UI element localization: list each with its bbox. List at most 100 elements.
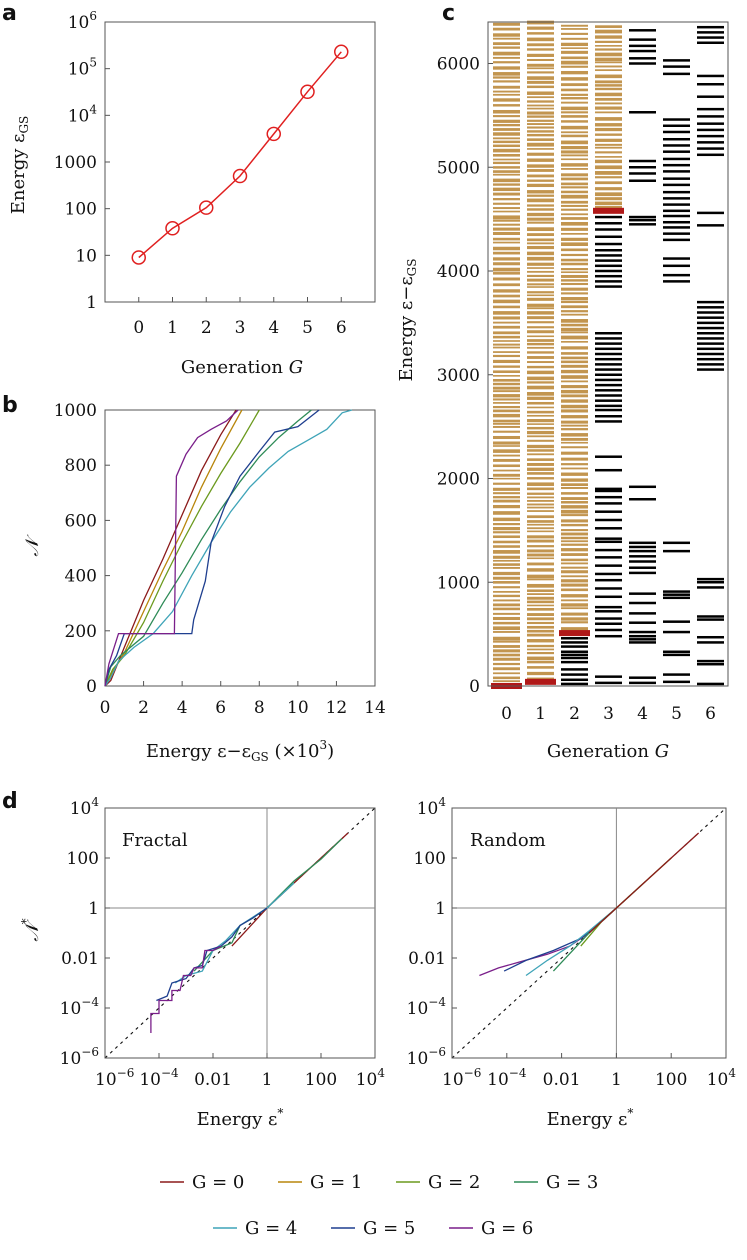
c-level-bar [561,120,588,123]
c-level-bar [561,467,588,470]
c-level-bar [527,578,554,581]
a-data-point [300,84,315,100]
c-level-bar [527,67,554,70]
c-level-bar [561,446,588,449]
c-level-bar [493,140,520,144]
c-level-bar [527,462,554,466]
c-level-bar [663,226,690,229]
c-level-bar [493,311,520,315]
c-level-bar [527,53,554,57]
c-level-bar [493,354,520,358]
c-level-bar [595,111,622,114]
c-level-bar [595,102,622,105]
c-level-bar [527,629,554,633]
c-level-bar [493,667,520,671]
c-level-bar [595,97,622,101]
c-level-bar [527,458,554,461]
c-level-bar [493,207,520,210]
c-level-bar [493,616,520,621]
c-level-bar [527,621,554,625]
c-level-bar [493,482,520,485]
c-level-bar [561,404,588,409]
c-level-bar [493,272,520,275]
c-level-bar [561,200,588,204]
c-level-bar [527,496,554,499]
c-level-bar [493,375,520,377]
c-level-bar [493,555,520,559]
c-level-bar [595,156,622,158]
c-level-bar [493,631,520,633]
c-level-bar [595,269,622,273]
d1-x-tick-label: 1 [262,1070,273,1090]
c-level-bar [493,492,520,495]
c-level-bar [527,467,554,471]
c-level-bar [493,441,520,445]
c-level-bar [493,386,520,390]
panel-d-letter: d [2,789,18,814]
c-level-bar [527,677,554,680]
c-level-bar [527,221,554,224]
c-level-bar [493,394,520,398]
c-level-bar [663,220,690,224]
c-level-bar [527,633,554,637]
c-y-tick-label: 1000 [437,573,480,593]
c-level-bar [527,617,554,621]
c-level-bar [561,83,588,87]
legend-label: G = 3 [546,1172,598,1193]
c-level-bar [527,43,554,47]
c-level-bar [527,613,554,616]
c-level-bar [663,593,690,596]
c-level-bar [697,352,724,356]
c-level-bar [595,455,622,458]
c-level-bar [493,640,520,643]
c-level-bar [561,115,588,118]
c-level-bar [629,166,656,169]
c-level-bar [663,72,690,76]
c-level-bar [527,267,554,269]
c-level-bar [527,208,554,211]
panel-b-y-ticks: 0 200 400 600 800 1000 [54,401,110,697]
c-level-bar [527,174,554,178]
c-level-bar [561,274,588,278]
c-level-bar [493,653,520,657]
b-x-tick-label: 0 [100,698,111,718]
c-level-bar [561,532,588,536]
c-level-bar [527,492,554,495]
c-level-bar [527,100,554,103]
c-level-bar [561,313,588,316]
panel-c-y-ticks: 0 1000 2000 3000 4000 5000 6000 [437,55,493,697]
c-level-bar [663,273,690,277]
c-level-bar [493,178,520,183]
c-y-tick-label: 3000 [437,366,480,386]
c-level-bar [493,27,520,31]
c-level-bar [527,115,554,118]
c-level-bar [595,159,622,164]
legend-label: G = 2 [428,1172,480,1193]
c-level-bar [493,227,520,231]
c-level-bar [629,498,656,501]
c-level-bar [527,286,554,288]
c-level-bar [561,262,588,266]
c-level-bar [595,52,622,57]
c-level-bar [561,380,588,383]
c-level-bar [493,540,520,544]
c-level-bar [561,186,588,189]
c-level-bar [561,356,588,360]
c-level-bar [527,396,554,400]
c-level-bar [493,161,520,165]
c-level-bar [629,560,656,563]
c-level-bar [629,44,656,48]
a-data-point [165,221,180,236]
c-level-bar [629,38,656,41]
c-level-bar [527,656,554,661]
b-series-line [104,409,239,687]
c-level-bar [493,262,520,266]
c-level-bar [493,517,520,522]
panel-a-energy-vs-generation: a 1 10 100 1000 104 105 106 0 1 2 3 4 5 6 Generation… [2,1,376,378]
d1-series-line [156,907,268,1002]
c-level-bar [493,148,520,153]
c-level-bar [527,666,554,669]
c-level-bar [561,509,588,514]
c-level-bar [527,365,554,369]
c-level-bar [629,592,656,595]
